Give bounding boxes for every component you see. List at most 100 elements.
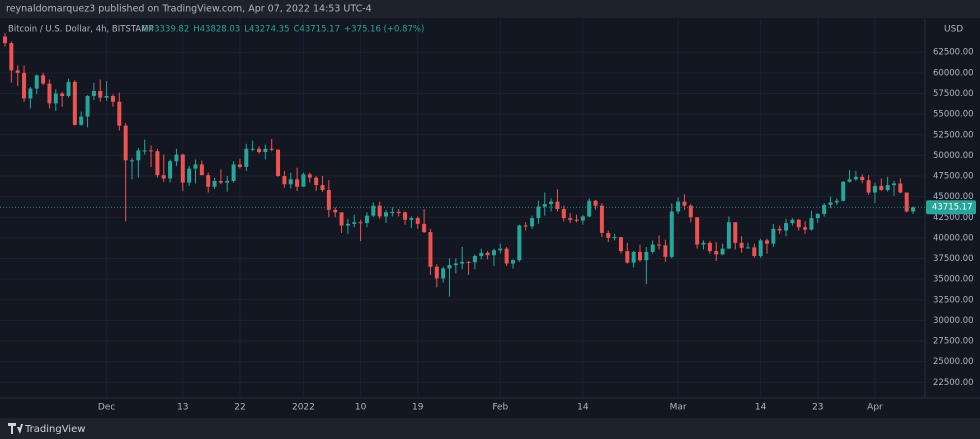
- candle-body: [85, 95, 90, 117]
- candle-body: [815, 213, 820, 219]
- x-tick-label: 2022: [292, 403, 315, 413]
- candle-body: [136, 150, 141, 161]
- y-tick-label: 47500.00: [933, 172, 974, 182]
- x-tick-label: 19: [412, 403, 424, 413]
- candle-body: [193, 164, 198, 169]
- y-tick-label: 50000.00: [933, 151, 974, 161]
- candle-body: [847, 179, 852, 182]
- y-tick-label: 35000.00: [933, 275, 974, 285]
- legend-value: L43274.35: [244, 25, 289, 35]
- ohlc-legend: O43339.82 H43828.03 L43274.35 C43715.17 +375…: [142, 25, 424, 35]
- candle-body: [180, 154, 185, 183]
- candle-body: [41, 75, 46, 84]
- candle-body: [79, 116, 84, 125]
- candle-body: [618, 237, 623, 252]
- candle-body: [377, 205, 382, 217]
- candle-body: [879, 185, 884, 191]
- publish-info: reynaldomarquez3 published on TradingVie…: [6, 4, 372, 15]
- candle-body: [841, 181, 846, 201]
- candle-body: [409, 218, 414, 220]
- candle-body: [555, 201, 560, 210]
- candle-body: [479, 252, 484, 257]
- candle-body: [650, 244, 655, 252]
- candle-body: [777, 228, 782, 231]
- candle-body: [625, 251, 630, 263]
- y-tick-label: 37500.00: [933, 254, 974, 264]
- candle-body: [415, 218, 420, 224]
- footer-bar: [0, 418, 980, 439]
- candle-body: [523, 225, 528, 227]
- candle-body: [542, 204, 547, 207]
- candle-body: [237, 164, 242, 167]
- candle-body: [828, 202, 833, 205]
- candle-body: [898, 183, 903, 193]
- candle-body: [758, 240, 763, 257]
- candle-body: [796, 219, 801, 228]
- candle-body: [714, 251, 719, 255]
- candle-body: [174, 154, 179, 162]
- y-tick-label: 42500.00: [933, 213, 974, 223]
- x-tick-label: 10: [355, 403, 367, 413]
- y-tick-label: 40000.00: [933, 233, 974, 243]
- candle-body: [428, 232, 433, 267]
- candle-body: [580, 216, 585, 221]
- x-tick-label: 14: [755, 403, 767, 413]
- candle-body: [549, 201, 554, 205]
- candle-body: [244, 148, 249, 167]
- candle-body: [257, 148, 261, 153]
- candle-body: [34, 75, 39, 89]
- y-tick-label: 57500.00: [933, 89, 974, 99]
- brand-name[interactable]: TradingView: [24, 424, 85, 435]
- candle-body: [53, 93, 58, 104]
- candle-body: [511, 260, 515, 264]
- candle-body: [530, 218, 535, 227]
- candle-body: [314, 177, 319, 186]
- y-tick-label: 25000.00: [933, 357, 974, 367]
- legend-value: +375.16 (+0.87%): [344, 25, 424, 35]
- x-tick-label: 13: [177, 403, 188, 413]
- x-tick-label: Mar: [670, 403, 687, 413]
- candle-body: [98, 91, 103, 98]
- candle-body: [517, 225, 522, 261]
- candle-body: [282, 176, 287, 185]
- candle-body: [587, 200, 592, 217]
- candle-body: [466, 261, 471, 263]
- x-tick-label: 22: [234, 403, 245, 413]
- candle-body: [104, 95, 109, 98]
- currency-label: USD: [944, 25, 963, 35]
- candle-body: [130, 160, 134, 162]
- candle-body: [276, 149, 281, 177]
- candle-body: [809, 218, 814, 230]
- candle-body: [771, 228, 776, 244]
- x-tick-label: Dec: [98, 403, 115, 413]
- candle-body: [803, 227, 808, 230]
- candle-body: [472, 256, 477, 263]
- candle-body: [745, 247, 750, 249]
- candle-body: [453, 263, 458, 266]
- candles: [3, 33, 916, 297]
- candle-body: [206, 175, 211, 187]
- candle-body: [441, 268, 446, 279]
- y-tick-label: 55000.00: [933, 110, 974, 120]
- candle-body: [390, 211, 395, 213]
- candle-body: [885, 185, 890, 191]
- candle-body: [733, 222, 738, 243]
- candle-body: [22, 72, 27, 99]
- candle-body: [638, 251, 642, 261]
- candle-body: [60, 93, 65, 96]
- candle-body: [669, 211, 674, 257]
- candle-body: [307, 174, 312, 178]
- candle-body: [212, 180, 217, 187]
- candle-body: [707, 242, 712, 252]
- candle-body: [231, 164, 236, 181]
- candle-body: [295, 179, 300, 187]
- candle-body: [250, 148, 255, 150]
- candle-body: [688, 205, 693, 218]
- y-tick-label: 60000.00: [933, 68, 974, 78]
- candle-body: [155, 151, 160, 176]
- candle-body: [784, 223, 789, 231]
- candle-body: [447, 265, 452, 269]
- y-tick-label: 62500.00: [933, 48, 974, 58]
- candle-body: [485, 252, 490, 256]
- candle-body: [110, 95, 115, 102]
